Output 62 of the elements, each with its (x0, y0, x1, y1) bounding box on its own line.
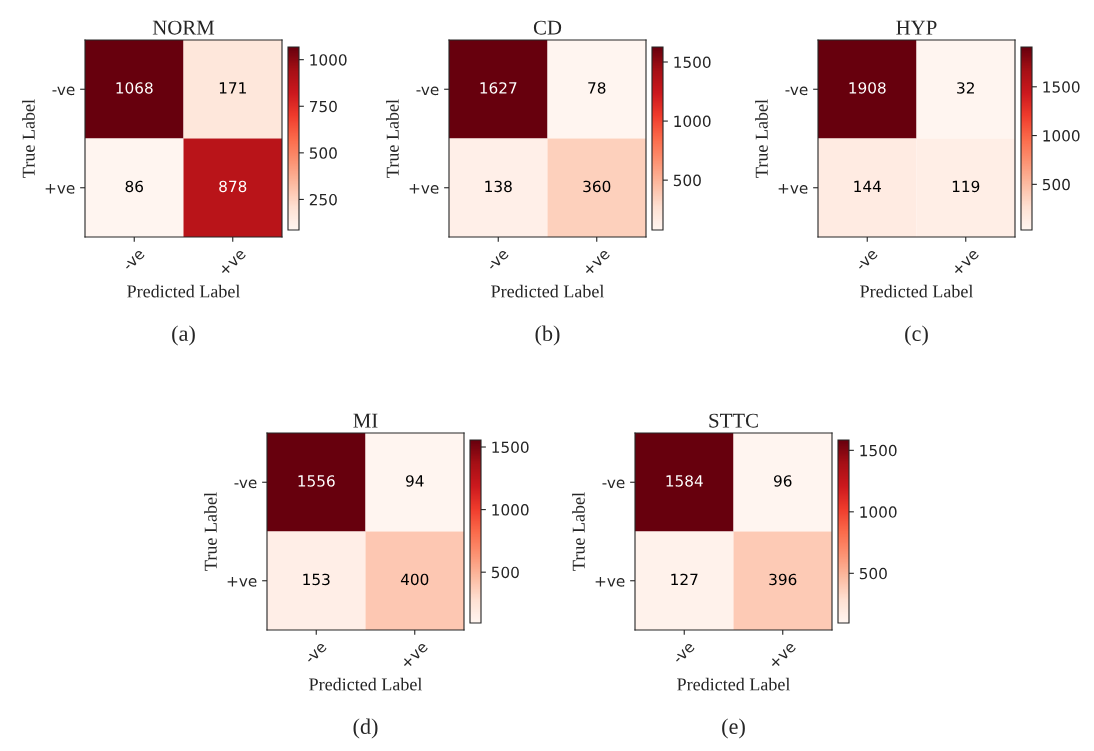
data-label: 878 (219, 180, 247, 193)
data-label: 32 (957, 82, 974, 94)
color-bar-label: 1500 (492, 441, 529, 454)
data-label: 119 (952, 180, 980, 193)
color-bar-label: 1000 (1043, 130, 1080, 142)
data-label: 396 (769, 573, 797, 586)
x-tick-label: -ve (673, 642, 696, 665)
x-tick-label: -ve (856, 249, 879, 272)
color-bar-label: 500 (859, 567, 887, 580)
x-axis-title: Predicted Label (677, 677, 791, 691)
y-axis-title: True Label (204, 492, 217, 571)
x-tick-label: -ve (123, 249, 146, 272)
color-bar-label: 1000 (310, 54, 347, 66)
color-bar-label: 1000 (674, 115, 711, 128)
data-label: 127 (671, 573, 698, 585)
x-axis-title: Predicted Label (860, 284, 974, 298)
data-label: 171 (219, 82, 246, 94)
color-bar-label: 750 (309, 100, 337, 113)
color-bar-label: 500 (673, 174, 701, 187)
color-bar-label: 500 (309, 147, 337, 159)
color-bar-label: 500 (491, 566, 519, 579)
chart-title: MI (353, 413, 378, 428)
color-bar-label: 1500 (674, 56, 711, 69)
x-tick-label: +ve (952, 248, 980, 277)
text: (b) (535, 325, 560, 346)
data-label: 1584 (666, 475, 703, 487)
x-axis-title: Predicted Label (127, 284, 241, 298)
data-label: 78 (588, 82, 606, 94)
data-label: 86 (125, 180, 144, 193)
x-tick-label: -ve (305, 642, 328, 665)
data-label: 94 (405, 475, 424, 487)
data-label: 360 (583, 180, 611, 193)
data-label: 1556 (298, 475, 335, 487)
chart-title: HYP (896, 20, 937, 35)
color-bar-label: 500 (1042, 178, 1070, 191)
chart-title: CD (533, 20, 562, 35)
y-axis-title: True Label (755, 99, 768, 178)
data-label: 96 (773, 475, 792, 487)
text: (e) (722, 718, 745, 739)
x-axis-title: Predicted Label (491, 284, 605, 298)
data-label: 1627 (480, 82, 517, 94)
y-axis-title: True Label (22, 99, 35, 178)
color-bar-label: 1000 (492, 504, 529, 516)
data-label: 153 (303, 573, 330, 586)
color-bar-label: 250 (309, 193, 337, 206)
data-label: 138 (485, 180, 512, 193)
data-label: 400 (400, 573, 429, 586)
y-axis-title: True Label (572, 492, 585, 571)
text: (a) (172, 325, 195, 346)
text: (d) (353, 718, 378, 739)
x-tick-label: -ve (487, 249, 510, 272)
y-axis-title: True Label (386, 99, 399, 178)
data-label: 1068 (116, 82, 153, 94)
chart-title: NORM (152, 20, 215, 35)
x-axis-title: Predicted Label (309, 677, 423, 691)
chart-title: STTC (709, 413, 758, 428)
data-label: 144 (854, 180, 881, 192)
color-bar-label: 1500 (860, 444, 897, 457)
color-bar-label: 1500 (1043, 81, 1080, 93)
text: (c) (905, 325, 928, 346)
data-label: 1908 (849, 82, 886, 94)
color-bar-label: 1000 (860, 506, 897, 518)
